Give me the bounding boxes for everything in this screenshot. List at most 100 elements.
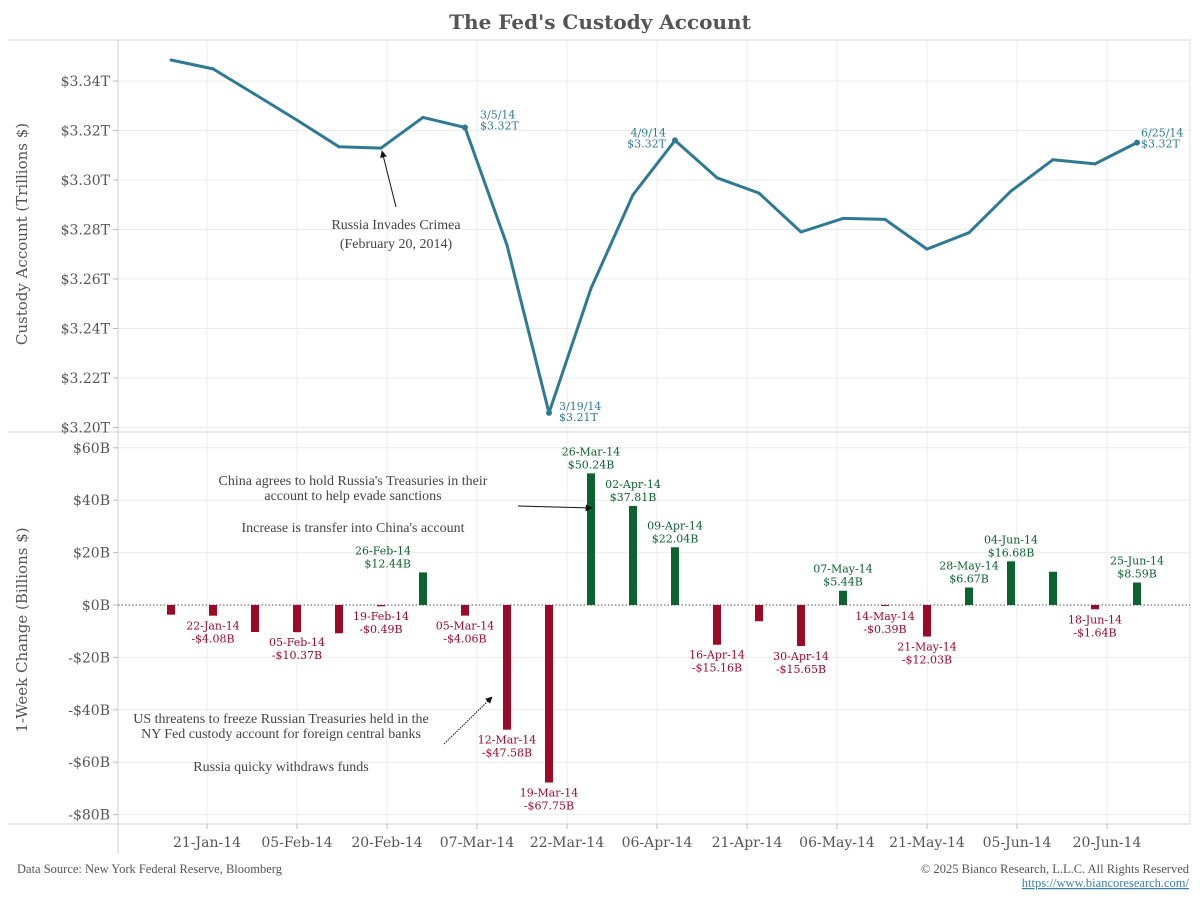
line-point <box>1093 162 1097 166</box>
bar-label-date: 14-May-14 <box>855 610 914 623</box>
line-point <box>1009 189 1013 193</box>
bar-label-date: 19-Feb-14 <box>353 610 409 623</box>
website-link[interactable]: https://www.biancoresearch.com/ <box>1022 876 1190 890</box>
annotation-china-text: China agrees to hold Russia's Treasuries… <box>219 474 488 489</box>
point-label-value: $3.32T <box>627 137 666 150</box>
bar-label-date: 26-Feb-14 <box>355 544 411 557</box>
line-point <box>799 230 803 234</box>
point-label-date: 3/5/14 <box>480 109 515 122</box>
bar-label-date: 05-Feb-14 <box>269 636 325 649</box>
line-point <box>505 243 509 247</box>
bar <box>881 605 889 607</box>
bar <box>503 605 511 730</box>
bar <box>335 605 343 634</box>
bar <box>755 605 763 622</box>
bar-label-date: 07-May-14 <box>813 563 872 576</box>
annotation-crimea-text: Russia Invades Crimea <box>331 218 461 233</box>
annotation-us-text: NY Fed custody account for foreign centr… <box>141 727 421 742</box>
bar <box>965 587 973 605</box>
y-tick-label: -$20B <box>68 650 110 666</box>
bar-label-value: -$4.06B <box>443 633 486 646</box>
bar-label-value: $12.44B <box>364 557 411 570</box>
bar-label-value: $37.81B <box>610 491 657 504</box>
top-y-axis-title: Custody Account (Trillions $) <box>13 123 31 345</box>
highlight-point <box>672 137 678 144</box>
line-point <box>169 58 173 62</box>
bar-label-value: -$0.49B <box>359 623 402 636</box>
highlight-point <box>546 409 552 416</box>
bar-label-date: 30-Apr-14 <box>773 650 829 663</box>
bar-label-value: -$10.37B <box>272 649 322 662</box>
x-tick-label: 21-May-14 <box>889 835 965 851</box>
annotation-us-text: Russia quicky withdraws funds <box>193 760 368 775</box>
bar-label-value: $50.24B <box>568 458 615 471</box>
line-point <box>757 191 761 195</box>
bar <box>797 605 805 647</box>
bar <box>629 505 637 605</box>
chart-title: The Fed's Custody Account <box>449 10 751 34</box>
bar <box>1091 605 1099 610</box>
point-label-date: 4/9/14 <box>631 126 666 139</box>
bar <box>839 590 847 605</box>
bar-label-date: 18-Jun-14 <box>1068 613 1122 626</box>
annotation-us-arrow <box>443 696 493 745</box>
y-tick-label: $3.20T <box>61 421 111 437</box>
x-tick-label: 05-Jun-14 <box>983 835 1052 851</box>
bar-label-date: 28-May-14 <box>939 560 998 573</box>
bar-labels: 22-Jan-14-$4.08B 05-Feb-14-$10.37B 19-Feb-… <box>186 445 1164 812</box>
line-point <box>421 115 425 119</box>
bar-label-date: 26-Mar-14 <box>562 445 621 458</box>
y-tick-label: $3.22T <box>61 371 111 387</box>
bar-label-date: 19-Mar-14 <box>520 787 579 800</box>
y-tick-label: -$40B <box>68 703 110 719</box>
annotation-china-text: account to help evade sanctions <box>264 489 441 504</box>
bar-label-date: 02-Apr-14 <box>605 478 661 491</box>
y-tick-label: $20B <box>73 546 110 562</box>
bar-label-value: -$4.08B <box>191 633 234 646</box>
annotations: Russia Invades Crimea (February 20, 2014)… <box>133 150 593 775</box>
bar-label-date: 05-Mar-14 <box>436 620 495 633</box>
bar <box>377 605 385 607</box>
annotation-china-text: Increase is transfer into China's accoun… <box>242 521 465 536</box>
y-tick-label: -$80B <box>68 808 110 824</box>
point-label-value: $3.21T <box>559 411 598 424</box>
line-point <box>253 92 257 96</box>
bar <box>1049 571 1057 605</box>
top-y-axis: $3.20T $3.22T $3.24T $3.26T $3.28T $3.30T $3.3… <box>61 74 118 437</box>
line-point <box>715 176 719 180</box>
x-tick-label: 21-Apr-14 <box>712 835 783 851</box>
y-tick-label: $3.34T <box>61 74 111 90</box>
bar <box>1007 561 1015 605</box>
bar <box>713 605 721 645</box>
data-source: Data Source: New York Federal Reserve, B… <box>17 862 283 876</box>
point-label-date: 6/25/14 <box>1141 127 1183 140</box>
x-tick-label: 06-May-14 <box>799 835 875 851</box>
annotation-us-text: US threatens to freeze Russian Treasurie… <box>133 712 429 727</box>
bar <box>671 547 679 605</box>
line-point <box>631 193 635 197</box>
line-point <box>337 145 341 149</box>
highlight-point <box>462 124 468 131</box>
y-tick-label: $0B <box>82 598 110 614</box>
bar-label-date: 21-May-14 <box>897 641 956 654</box>
y-tick-label: $60B <box>73 441 110 457</box>
x-tick-label: 05-Feb-14 <box>261 835 332 851</box>
bar <box>587 473 595 605</box>
point-label-value: $3.32T <box>1141 138 1180 151</box>
x-axis: 21-Jan-14 05-Feb-14 20-Feb-14 07-Mar-14 22-M… <box>173 824 1141 851</box>
bar-label-value: $16.68B <box>988 546 1035 559</box>
bar <box>209 605 217 616</box>
annotation-crimea-arrow <box>380 150 397 208</box>
bar-label-value: -$67.75B <box>524 800 574 813</box>
bar-label-date: 25-Jun-14 <box>1110 554 1164 567</box>
bar-label-value: -$47.58B <box>482 747 532 760</box>
line-point <box>967 231 971 235</box>
y-tick-label: $3.26T <box>61 272 111 288</box>
bar-label-value: $5.44B <box>823 576 863 589</box>
custody-line <box>170 58 1138 415</box>
line-point <box>1051 158 1055 162</box>
gridlines <box>118 40 1190 824</box>
bar <box>1133 582 1141 605</box>
line-point <box>295 118 299 122</box>
